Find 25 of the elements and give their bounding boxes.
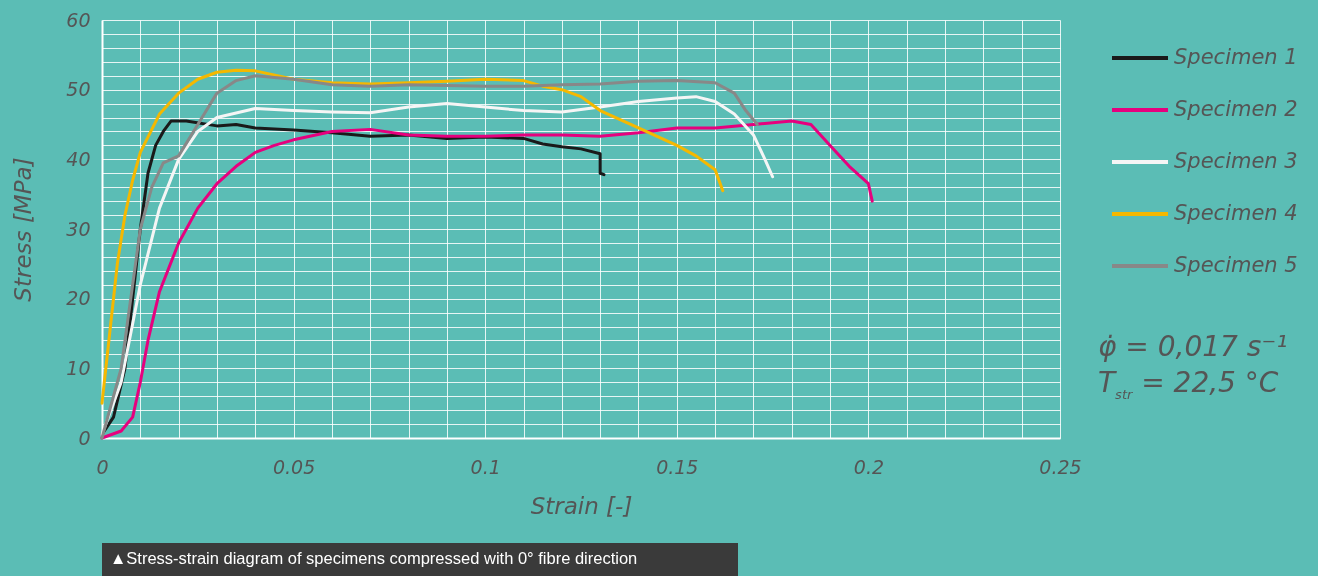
x-tick-label: 0.2	[853, 455, 885, 478]
y-tick-label: 50	[66, 78, 91, 101]
legend-label: Specimen 5	[1174, 253, 1298, 277]
x-tick-label: 0.25	[1039, 455, 1082, 478]
x-tick-label: 0.05	[272, 455, 316, 478]
line-series	[100, 68, 725, 405]
y-tick-label: 0	[78, 426, 91, 449]
legend-label: Specimen 3	[1174, 149, 1298, 173]
text: T$_{str}$ = 22,5 °C	[1098, 366, 1279, 402]
text: φ̇ = 0,017 s⁻¹	[1098, 330, 1288, 363]
x-tick-label: 0.1	[470, 455, 501, 478]
legend-label: Specimen 4	[1174, 201, 1298, 225]
x-tick-label: 0	[96, 455, 109, 478]
y-tick-label: 10	[66, 356, 91, 379]
x-axis-title: Strain [-]	[530, 492, 633, 519]
y-tick-label: 30	[66, 217, 91, 240]
y-tick-label: 60	[66, 8, 91, 31]
y-tick-label: 20	[66, 287, 91, 310]
y-axis-title: Stress [MPa]	[10, 157, 37, 302]
legend-label: Specimen 2	[1174, 97, 1298, 121]
line-series	[100, 119, 874, 440]
text: ▲Stress-strain diagram of specimens compressed with 0° fibre direction	[102, 543, 738, 576]
y-tick-label: 40	[66, 147, 91, 170]
x-tick-label: 0.15	[656, 455, 699, 478]
legend-label: Specimen 1	[1174, 45, 1298, 69]
